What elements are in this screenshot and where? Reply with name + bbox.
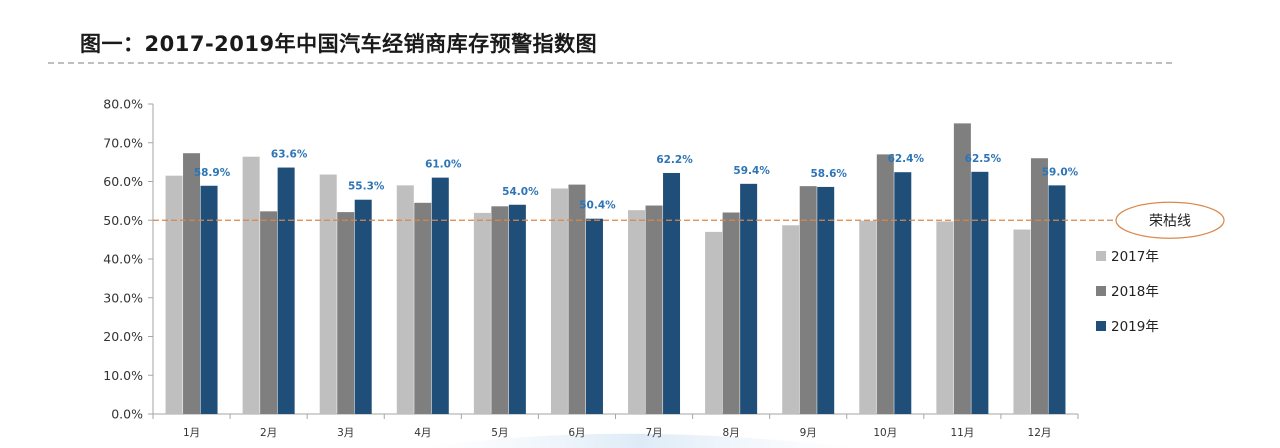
y-tick-label: 40.0% (103, 252, 143, 267)
bar-2019年 (200, 185, 218, 414)
bar-2018年 (645, 205, 663, 414)
legend-swatch (1096, 286, 1106, 296)
data-label-2019: 50.4% (579, 200, 616, 212)
bar-2018年 (414, 202, 432, 414)
x-tick-label: 1月 (183, 427, 200, 439)
bar-2018年 (876, 154, 894, 414)
bar-2017年 (782, 225, 800, 414)
data-label-2019: 58.9% (194, 167, 231, 179)
y-tick-label: 10.0% (103, 368, 143, 383)
bar-2019年 (1048, 185, 1066, 414)
bar-2017年 (1013, 229, 1031, 414)
bar-2019年 (585, 218, 603, 414)
y-tick-label: 30.0% (103, 290, 143, 305)
bar-2019年 (277, 167, 295, 414)
data-label-2019: 59.4% (733, 165, 770, 177)
bar-2019年 (894, 172, 912, 414)
bar-2019年 (663, 172, 681, 414)
x-tick-label: 7月 (645, 427, 662, 439)
data-label-2019: 59.0% (1042, 166, 1079, 178)
bar-2017年 (319, 174, 337, 414)
bar-2017年 (705, 231, 723, 414)
x-tick-label: 11月 (950, 427, 974, 439)
bar-2017年 (473, 212, 491, 414)
x-tick-label: 5月 (491, 427, 508, 439)
bar-2017年 (628, 210, 646, 414)
data-label-2019: 62.4% (888, 153, 925, 165)
reference-line-label-bubble (1115, 201, 1225, 239)
bar-2018年 (953, 123, 971, 414)
bar-2018年 (722, 212, 740, 414)
data-label-2019: 61.0% (425, 159, 462, 171)
x-tick-label: 8月 (723, 427, 740, 439)
chart-axes: 0.0% 10.0% 20.0% 30.0% 40.0% 50.0% 60.0% 70.0% 8… (103, 97, 1079, 439)
reference-line: 荣枯线 (153, 201, 1225, 239)
bar-2018年 (491, 206, 509, 414)
bar-2019年 (508, 204, 526, 414)
y-tick-label: 50.0% (103, 213, 143, 228)
chart-data-labels: 58.9% 63.6% 55.3% 61.0% 54.0% 50.4% 62.2% 59.4%… (194, 149, 1079, 212)
data-label-2019: 58.6% (810, 168, 847, 180)
legend-swatch (1096, 321, 1106, 331)
legend-label: 2018年 (1111, 284, 1159, 300)
data-label-2019: 62.2% (656, 154, 693, 166)
x-tick-label: 2月 (260, 427, 277, 439)
data-label-2019: 54.0% (502, 186, 539, 198)
y-tick-label: 80.0% (103, 97, 143, 112)
page-title: 图一：2017-2019年中国汽车经销商库存预警指数图 (80, 32, 598, 56)
x-tick-label: 12月 (1028, 427, 1052, 439)
bar-2017年 (859, 220, 877, 414)
bar-2018年 (337, 212, 355, 414)
bar-2018年 (1030, 158, 1048, 414)
bar-2018年 (799, 186, 817, 414)
legend-label: 2019年 (1111, 319, 1159, 335)
x-tick-label: 10月 (873, 427, 897, 439)
bar-2017年 (550, 188, 568, 414)
bar-2018年 (260, 211, 278, 414)
y-tick-label: 0.0% (111, 407, 143, 422)
x-tick-label: 4月 (414, 427, 431, 439)
bar-2017年 (242, 156, 260, 414)
data-label-2019: 63.6% (271, 149, 308, 161)
bar-2017年 (165, 175, 183, 414)
x-tick-label: 3月 (337, 427, 354, 439)
bar-2019年 (740, 183, 758, 414)
bar-2017年 (936, 221, 954, 414)
legend-swatch (1096, 251, 1106, 261)
bar-2019年 (971, 171, 989, 414)
bar-2019年 (431, 177, 449, 414)
legend-label: 2017年 (1111, 249, 1159, 265)
bar-2017年 (396, 185, 414, 414)
data-label-2019: 62.5% (965, 153, 1002, 165)
reference-line-label: 荣枯线 (1149, 213, 1191, 229)
y-tick-label: 60.0% (103, 174, 143, 189)
chart-bars (165, 123, 1066, 414)
x-tick-label: 6月 (568, 427, 585, 439)
y-tick-label: 20.0% (103, 329, 143, 344)
title-divider (48, 62, 1172, 64)
bar-2018年 (568, 184, 586, 414)
data-label-2019: 55.3% (348, 181, 385, 193)
y-tick-label: 70.0% (103, 135, 143, 150)
chart-legend: 2017年 2018年 2019年 (1096, 249, 1159, 335)
bar-2018年 (183, 153, 201, 414)
bar-2019年 (817, 186, 835, 414)
x-tick-label: 9月 (800, 427, 817, 439)
bar-2019年 (354, 199, 372, 414)
